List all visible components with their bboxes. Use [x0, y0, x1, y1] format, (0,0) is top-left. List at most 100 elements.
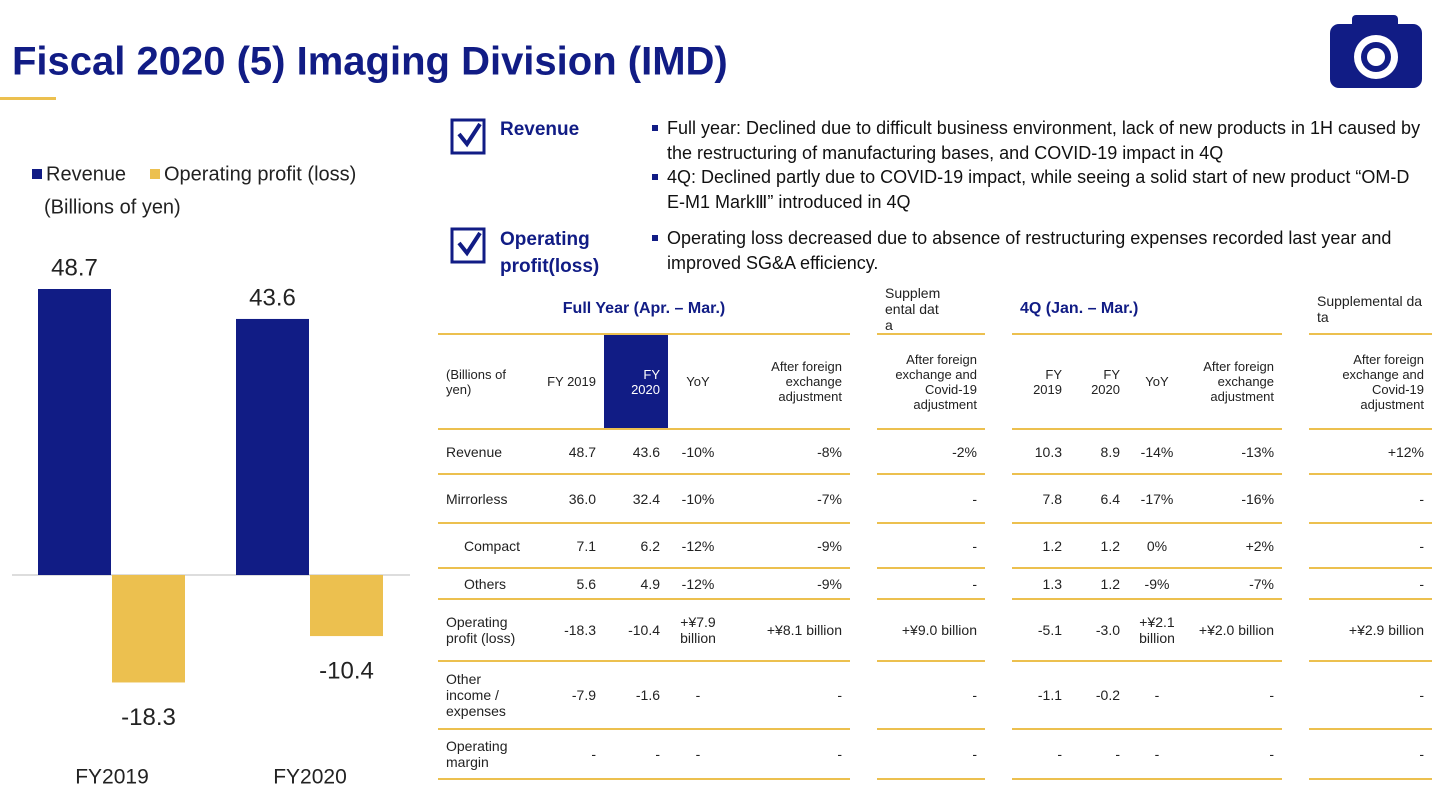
table-cell: +¥7.9 billion	[668, 599, 728, 662]
table-cell: Operating profit (loss)	[438, 599, 538, 662]
table-cell: Operating margin	[438, 729, 538, 780]
bullet-item: Full year: Declined due to difficult bus…	[650, 116, 1425, 165]
table-cell: -9%	[728, 523, 850, 569]
table-row: Revenue 48.7 43.6 -10% -8% -2% 10.3 8.9 -14% -13%…	[438, 429, 1433, 475]
table-cell: 1.2	[1070, 523, 1128, 569]
table-cell: 48.7	[538, 429, 604, 475]
table-cell: 7.1	[538, 523, 604, 569]
spacer	[850, 661, 877, 729]
group-header: 4Q (Jan. – Mar.)	[1012, 285, 1283, 335]
bullet-marker	[652, 235, 658, 241]
table-cell: 6.2	[604, 523, 668, 569]
bullet-list: Full year: Declined due to difficult bus…	[650, 116, 1425, 214]
table-cell: -10.4	[604, 599, 668, 662]
bullet-item: 4Q: Declined partly due to COVID-19 impa…	[650, 165, 1425, 214]
legend-swatch	[32, 169, 42, 179]
table-cell: -	[877, 661, 985, 730]
table-cell: -17%	[1128, 474, 1186, 524]
table-cell: -	[877, 474, 985, 524]
spacer	[1282, 729, 1309, 779]
group-header: Full Year (Apr. – Mar.)	[438, 285, 850, 335]
table-cell: +¥8.1 billion	[728, 599, 850, 662]
table-cell: (Billions of yen)	[438, 334, 538, 430]
table-cell: -	[538, 729, 604, 780]
table-cell: 4.9	[604, 568, 668, 600]
spacer	[985, 285, 1012, 334]
table-cell: 8.9	[1070, 429, 1128, 475]
table-cell: FY 2019	[1012, 334, 1070, 430]
table-cell: -7%	[728, 474, 850, 524]
value-label: -18.3	[121, 704, 176, 731]
table-cell: -1.1	[1012, 661, 1070, 730]
table-cell: -	[1309, 474, 1433, 524]
table-cell: -3.0	[1070, 599, 1128, 662]
table-row: Other income / expenses -7.9 -1.6- - - -1.1 -0…	[438, 661, 1433, 730]
bullet-list: Operating loss decreased due to absence …	[650, 226, 1425, 280]
table-cell: -10%	[668, 429, 728, 475]
spacer	[1282, 599, 1309, 661]
spacer	[850, 599, 877, 661]
spacer	[850, 285, 877, 334]
bar	[112, 575, 185, 683]
bullet-marker	[652, 125, 658, 131]
table-cell: -	[1012, 729, 1070, 780]
table-cell: -	[604, 729, 668, 780]
table-cell: After foreign exchange and Covid-19 adju…	[877, 334, 985, 430]
group-header-row: Full Year (Apr. – Mar.) Supplemental data…	[438, 285, 1433, 335]
spacer	[1282, 568, 1309, 599]
table-cell: -7.9	[538, 661, 604, 730]
table-cell: -	[728, 729, 850, 780]
bullet-marker	[652, 174, 658, 180]
results-table: Full Year (Apr. – Mar.) Supplemental data…	[438, 285, 1433, 780]
table-cell: Mirrorless	[438, 474, 538, 524]
title-underline	[0, 97, 56, 100]
table-cell: 1.2	[1012, 523, 1070, 569]
table-cell: -	[877, 729, 985, 780]
table-cell: -	[1070, 729, 1128, 780]
table-cell: 5.6	[538, 568, 604, 600]
table-cell: 43.6	[604, 429, 668, 475]
table-cell: -	[1186, 729, 1283, 780]
spacer	[985, 334, 1012, 429]
table-cell: -9%	[1128, 568, 1186, 600]
table-cell: +¥9.0 billion	[877, 599, 985, 662]
value-label: -10.4	[319, 657, 374, 684]
group-header: Supplemental data	[877, 285, 985, 335]
section-label: Revenue	[500, 119, 580, 140]
bullet-item: Operating loss decreased due to absence …	[650, 226, 1425, 275]
spacer	[850, 729, 877, 779]
table-cell: -	[1309, 729, 1433, 780]
table-cell: 0%	[1128, 523, 1186, 569]
table-cell: +12%	[1309, 429, 1433, 475]
bar	[236, 318, 309, 575]
spacer	[985, 661, 1012, 729]
slide-title: Fiscal 2020 (5) Imaging Division (IMD)	[12, 40, 728, 84]
bullet-text: Full year: Declined due to difficult bus…	[667, 118, 1421, 163]
table-cell: FY 2020	[1070, 334, 1128, 430]
table-row: Mirrorless 36.0 32.4 -10% -7% -7.8 6.4 -17% -16%…	[438, 474, 1433, 524]
table-cell: -	[1128, 661, 1186, 730]
table-cell: -12%	[668, 523, 728, 569]
table-cell: 1.2	[1070, 568, 1128, 600]
spacer	[1282, 429, 1309, 474]
table-cell: +¥2.9 billion	[1309, 599, 1433, 662]
table-cell: 32.4	[604, 474, 668, 524]
table-cell: Compact	[438, 523, 538, 569]
bar	[38, 289, 111, 575]
table-cell: -	[668, 729, 728, 780]
table-cell: +¥2.0 billion	[1186, 599, 1283, 662]
table-cell: 1.3	[1012, 568, 1070, 600]
table-cell: -	[668, 661, 728, 730]
table-row: Others 5.6 4.9 -12% -9% -1.3 1.2 -9% -7% -	[438, 568, 1433, 600]
value-label: 48.7	[51, 254, 98, 281]
camera-icon	[1330, 15, 1422, 88]
section-label: Operating profit(loss)	[500, 229, 600, 277]
column-header-row: (Billions of yen) FY 2019 FY 2020 YoY After …	[438, 334, 1433, 430]
spacer	[1282, 334, 1309, 429]
group-header: Supplemental data	[1309, 285, 1433, 335]
table-cell: 10.3	[1012, 429, 1070, 475]
bullet-text: 4Q: Declined partly due to COVID-19 impa…	[667, 167, 1410, 212]
table-cell: FY 2020	[604, 334, 668, 430]
